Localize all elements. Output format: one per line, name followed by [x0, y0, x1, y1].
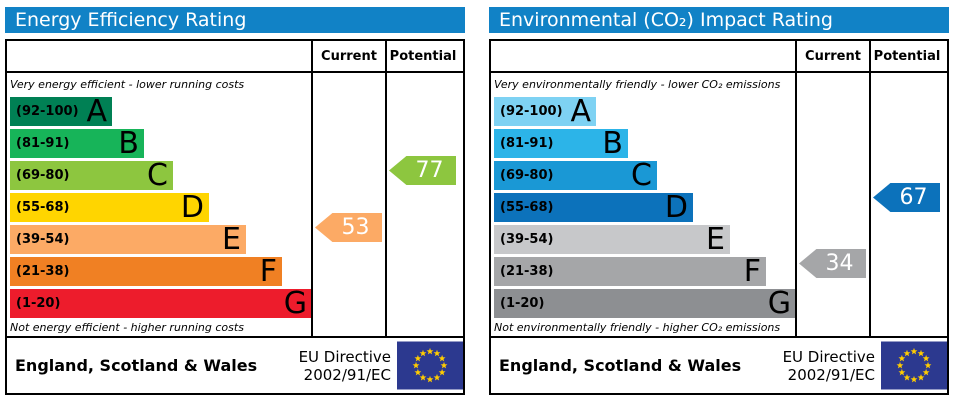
- region-label: England, Scotland & Wales: [15, 356, 258, 375]
- region-label: England, Scotland & Wales: [499, 356, 742, 375]
- band-letter: E: [706, 221, 725, 257]
- rating-table: Current Potential Very energy efficient …: [5, 39, 465, 395]
- eu-directive-line1: EU Directive: [782, 347, 875, 366]
- band-range: (39-54): [500, 232, 554, 247]
- rating-band-e: (39-54) E: [10, 221, 246, 257]
- band-letter: G: [283, 285, 307, 321]
- table-footer: England, Scotland & Wales EU Directive 2…: [7, 336, 463, 393]
- bands-column: Very energy efficient - lower running co…: [7, 73, 312, 336]
- potential-value-column: 77: [385, 73, 459, 336]
- rating-bands: (92-100) A (81-91) B (69-80) C (55-68): [10, 93, 312, 321]
- potential-rating-arrow: 67: [873, 183, 940, 212]
- rating-band-g: (1-20) G: [494, 285, 796, 321]
- current-rating-arrow: 34: [799, 249, 866, 278]
- rating-band-c: (69-80) C: [10, 157, 173, 193]
- band-range: (69-80): [500, 168, 554, 183]
- eu-directive-line2: 2002/91/EC: [303, 365, 391, 384]
- current-value-column: 34: [795, 73, 869, 336]
- band-range: (55-68): [500, 200, 554, 215]
- panel-title: Energy Efficiency Rating: [5, 7, 465, 33]
- potential-value-column: 67: [869, 73, 943, 336]
- band-range: (55-68): [16, 200, 70, 215]
- band-letter: C: [631, 157, 652, 193]
- rating-band-g: (1-20) G: [10, 285, 312, 321]
- rating-band-e: (39-54) E: [494, 221, 730, 257]
- rating-table: Current Potential Very environmentally f…: [489, 39, 949, 395]
- current-value-column: 53: [311, 73, 385, 336]
- chart-body: Very environmentally friendly - lower CO…: [491, 73, 947, 336]
- potential-column-header: Potential: [385, 41, 459, 71]
- band-letter: G: [767, 285, 791, 321]
- band-range: (81-91): [16, 136, 70, 151]
- rating-bands: (92-100) A (81-91) B (69-80) C (55-68): [494, 93, 796, 321]
- band-letter: C: [147, 157, 168, 193]
- eu-flag-icon: [881, 341, 947, 390]
- band-range: (39-54): [16, 232, 70, 247]
- eu-directive-label: EU Directive 2002/91/EC: [299, 348, 391, 384]
- table-footer: England, Scotland & Wales EU Directive 2…: [491, 336, 947, 393]
- bottom-note: Not environmentally friendly - higher CO…: [494, 321, 781, 334]
- header-spacer: [7, 41, 311, 71]
- band-range: (92-100): [500, 104, 563, 119]
- potential-rating-arrow: 77: [389, 156, 456, 185]
- bottom-note: Not energy efficient - higher running co…: [10, 321, 244, 334]
- current-column-header: Current: [311, 41, 385, 71]
- energy-efficiency-panel: Energy Efficiency Rating Current Potenti…: [5, 7, 465, 395]
- rating-band-a: (92-100) A: [494, 93, 596, 129]
- epc-rating-charts: Energy Efficiency Rating Current Potenti…: [5, 7, 949, 395]
- band-letter: F: [259, 253, 277, 289]
- eu-directive-line1: EU Directive: [298, 347, 391, 366]
- band-letter: B: [118, 125, 139, 161]
- rating-band-f: (21-38) F: [10, 253, 282, 289]
- rating-band-d: (55-68) D: [494, 189, 693, 225]
- rating-band-b: (81-91) B: [494, 125, 628, 161]
- eu-directive-line2: 2002/91/EC: [787, 365, 875, 384]
- band-range: (1-20): [500, 296, 545, 311]
- band-range: (21-38): [500, 264, 554, 279]
- table-header-row: Current Potential: [7, 41, 463, 73]
- rating-band-d: (55-68) D: [10, 189, 209, 225]
- eu-directive-label: EU Directive 2002/91/EC: [783, 348, 875, 384]
- current-rating-arrow: 53: [315, 213, 382, 242]
- band-letter: F: [743, 253, 761, 289]
- current-column-header: Current: [795, 41, 869, 71]
- rating-band-b: (81-91) B: [10, 125, 144, 161]
- band-range: (1-20): [16, 296, 61, 311]
- band-range: (92-100): [16, 104, 79, 119]
- header-spacer: [491, 41, 795, 71]
- chart-body: Very energy efficient - lower running co…: [7, 73, 463, 336]
- band-letter: B: [602, 125, 623, 161]
- band-letter: A: [570, 93, 591, 129]
- table-header-row: Current Potential: [491, 41, 947, 73]
- rating-band-a: (92-100) A: [10, 93, 112, 129]
- band-range: (21-38): [16, 264, 70, 279]
- band-letter: E: [222, 221, 241, 257]
- band-letter: D: [180, 189, 204, 225]
- top-note: Very environmentally friendly - lower CO…: [494, 78, 781, 91]
- rating-band-c: (69-80) C: [494, 157, 657, 193]
- panel-title: Environmental (CO₂) Impact Rating: [489, 7, 949, 33]
- band-letter: D: [664, 189, 688, 225]
- co2-impact-panel: Environmental (CO₂) Impact Rating Curren…: [489, 7, 949, 395]
- potential-column-header: Potential: [869, 41, 943, 71]
- bands-column: Very environmentally friendly - lower CO…: [491, 73, 796, 336]
- band-letter: A: [86, 93, 107, 129]
- eu-flag-icon: [397, 341, 463, 390]
- band-range: (69-80): [16, 168, 70, 183]
- rating-band-f: (21-38) F: [494, 253, 766, 289]
- band-range: (81-91): [500, 136, 554, 151]
- top-note: Very energy efficient - lower running co…: [10, 78, 245, 91]
